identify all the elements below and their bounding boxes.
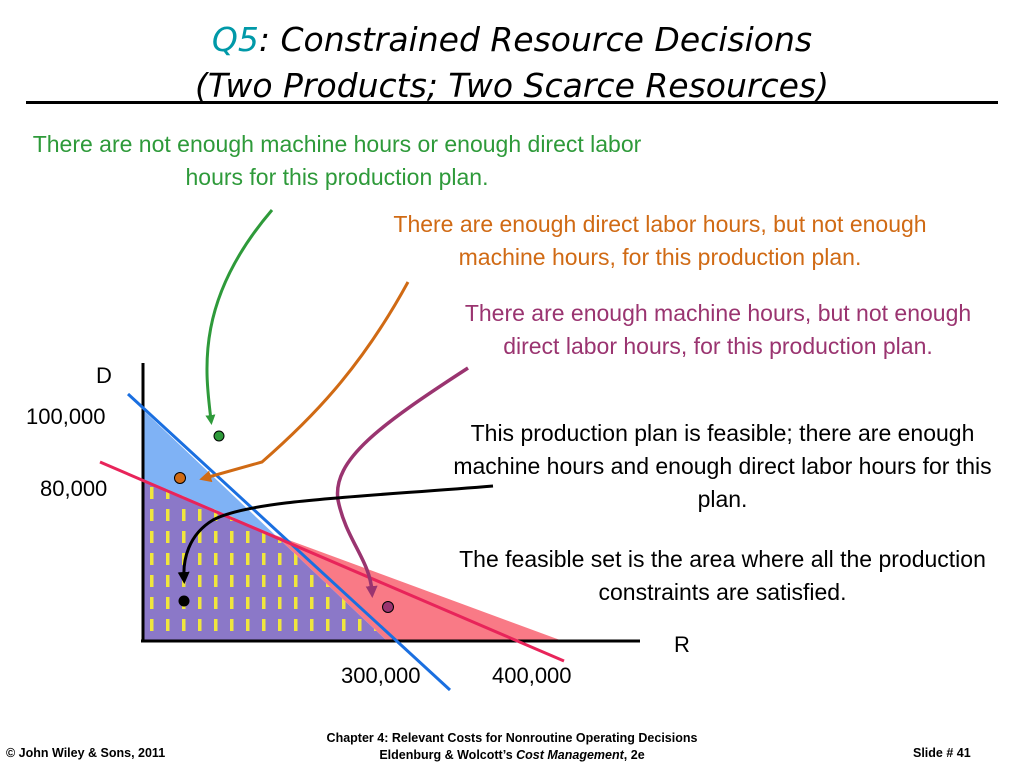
footer-copyright: © John Wiley & Sons, 2011 [6,746,166,760]
region-labor-short [275,535,560,640]
arrow-orange [199,281,410,483]
footer-book-authors: Eldenburg & Wolcott’s [379,748,517,762]
note-neither-constraint: There are not enough machine hours or en… [32,131,642,190]
footer-book: Eldenburg & Wolcott’s Cost Management, 2… [312,747,712,764]
point-labor-short [382,601,394,613]
footer-chapter: Chapter 4: Relevant Costs for Nonroutine… [326,731,698,745]
title-q-number: Q5 [211,20,259,59]
note-feasible-plan: This production plan is feasible; there … [453,420,992,512]
arrow-black [177,484,494,584]
x-tick-300000: 300,000 [341,663,421,688]
point-infeasible-both [213,430,225,442]
footer-citation: Chapter 4: Relevant Costs for Nonroutine… [312,730,712,764]
point-machine-short [174,472,186,484]
labor-hours-line [99,460,565,663]
arrow-purple [335,366,469,598]
footer-slide-number: Slide # 41 [913,746,971,760]
footer-book-edition: , 2e [623,748,645,762]
note-feasible-set: The feasible set is the area where all t… [459,546,986,605]
y-axis-label: D [96,363,112,388]
footer-book-title: Cost Management [516,748,624,762]
feasible-region [143,479,386,640]
point-feasible [178,595,190,607]
slide-title: Q5: Constrained Resource Decisions [0,18,1024,62]
note-machine-only: There are enough machine hours, but not … [464,300,972,359]
y-tick-100000: 100,000 [26,404,106,429]
x-axis-label: R [674,632,690,657]
y-tick-80000: 80,000 [40,476,108,501]
slide-subtitle: (Two Products; Two Scarce Resources) [195,66,829,105]
title-main: : Constrained Resource Decisions [258,20,813,59]
x-tick-400000: 400,000 [492,663,572,688]
note-labor-only: There are enough direct labor hours, but… [393,211,927,270]
arrow-green [205,209,274,425]
title-underline [26,101,998,104]
